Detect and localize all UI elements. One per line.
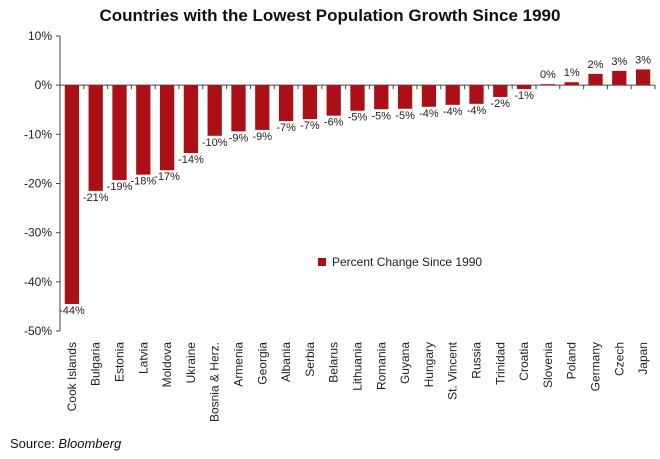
- category-label: Russia: [470, 342, 484, 379]
- bar: [136, 85, 151, 175]
- bar: [469, 85, 484, 104]
- bar: [612, 70, 627, 86]
- data-label: -9%: [229, 132, 249, 144]
- bar: [493, 85, 508, 97]
- category-label: Slovenia: [541, 342, 555, 388]
- category-label: Guyana: [398, 342, 412, 384]
- data-labels: -44%-21%-19%-18%-17%-14%-10% -9% -9%-7% -7%…: [59, 54, 651, 317]
- category-label: Ukraine: [184, 342, 198, 384]
- category-label: Bosnia & Herz.: [208, 342, 222, 422]
- bar: [207, 85, 222, 136]
- category-label: Poland: [565, 342, 579, 379]
- data-label: -4%: [467, 105, 487, 117]
- bar: [350, 85, 365, 111]
- source-name: Bloomberg: [58, 436, 122, 451]
- y-tick-label: -30%: [24, 226, 52, 240]
- category-label: Belarus: [327, 342, 341, 383]
- legend-swatch: [318, 258, 326, 266]
- data-label: -5%: [348, 112, 368, 124]
- data-label: 3%: [635, 54, 651, 66]
- data-label: -4%: [419, 108, 439, 120]
- category-label: Romania: [374, 342, 388, 390]
- bar: [302, 85, 318, 120]
- y-tick-label: -40%: [24, 275, 52, 289]
- y-tick-label: 0%: [35, 78, 53, 92]
- axes: 10% 0% -10% -20% -30% -40% -50%: [24, 29, 656, 338]
- data-label: -21%: [83, 192, 109, 204]
- bar: [374, 85, 389, 110]
- bar: [540, 84, 556, 86]
- legend-label: Percent Change Since 1990: [332, 255, 482, 269]
- category-label: Georgia: [255, 342, 269, 385]
- category-label: Japan: [636, 342, 650, 375]
- category-labels: Cook Islands Bulgaria Estonia Latvia Moldova…: [65, 341, 650, 422]
- data-label: -10%: [202, 137, 228, 149]
- category-label: Estonia: [113, 342, 127, 382]
- data-label: -44%: [59, 305, 85, 317]
- bar: [421, 85, 437, 107]
- data-label: -19%: [107, 181, 133, 193]
- category-label: Czech: [612, 342, 626, 376]
- category-label: Serbia: [303, 342, 317, 377]
- data-label: -17%: [154, 171, 180, 183]
- bar: [64, 85, 80, 304]
- data-label: 3%: [611, 56, 627, 68]
- bar: [231, 85, 246, 132]
- data-label: -4%: [443, 106, 463, 118]
- bar: [183, 85, 199, 154]
- category-label: Hungary: [422, 342, 436, 387]
- bar: [88, 85, 103, 191]
- bar: [635, 69, 651, 86]
- data-label: -2%: [491, 98, 511, 110]
- legend: Percent Change Since 1990: [318, 255, 482, 269]
- data-label: -5%: [395, 110, 415, 122]
- bar: [159, 85, 175, 171]
- category-label: Trinidad: [493, 342, 507, 385]
- source-note: Source: Bloomberg: [10, 436, 121, 451]
- bar: [397, 85, 413, 109]
- data-label: 2%: [588, 59, 604, 71]
- y-tick-label: 10%: [28, 29, 52, 43]
- bar: [278, 85, 294, 122]
- data-label: -5%: [372, 110, 392, 122]
- data-label: 0%: [540, 69, 556, 81]
- data-label: -7%: [276, 122, 296, 134]
- data-label: -14%: [178, 154, 204, 166]
- category-label: Lithuania: [351, 342, 365, 391]
- category-label: Armenia: [232, 342, 246, 387]
- bar: [326, 85, 341, 116]
- category-label: Albania: [279, 342, 293, 382]
- data-label: -18%: [130, 176, 156, 188]
- category-label: Germany: [589, 342, 603, 391]
- bar: [516, 85, 532, 90]
- bar: [255, 85, 270, 130]
- chart-title: Countries with the Lowest Population Gro…: [100, 6, 561, 25]
- bars: [64, 69, 651, 304]
- y-tick-label: -10%: [24, 127, 52, 141]
- data-label: 1%: [564, 67, 580, 79]
- data-label: -9%: [253, 131, 273, 143]
- bar: [112, 85, 127, 181]
- bar: [564, 82, 579, 86]
- category-label: Moldova: [160, 342, 174, 388]
- category-label: St. Vincent: [446, 341, 460, 399]
- y-tick-label: -20%: [24, 177, 52, 191]
- bar: [445, 85, 460, 105]
- data-label: -6%: [324, 117, 344, 129]
- source-label: Source:: [10, 436, 59, 451]
- bar: [588, 73, 603, 86]
- category-label: Croatia: [517, 342, 531, 381]
- category-label: Latvia: [136, 342, 150, 374]
- y-tick-label: -50%: [24, 324, 52, 338]
- data-label: -7%: [300, 120, 320, 132]
- data-label: -1%: [514, 90, 534, 102]
- category-label: Cook Islands: [65, 342, 79, 411]
- category-label: Bulgaria: [89, 342, 103, 386]
